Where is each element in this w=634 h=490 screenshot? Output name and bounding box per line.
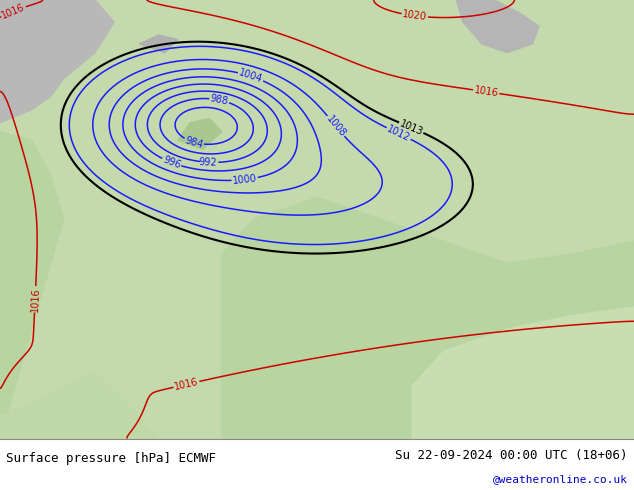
Text: 1000: 1000 (232, 173, 257, 186)
Text: Surface pressure [hPa] ECMWF: Surface pressure [hPa] ECMWF (6, 452, 216, 465)
Text: Su 22-09-2024 00:00 UTC (18+06): Su 22-09-2024 00:00 UTC (18+06) (395, 448, 628, 462)
Text: 1020: 1020 (402, 9, 427, 22)
Text: 1008: 1008 (324, 114, 347, 139)
Text: 1004: 1004 (238, 68, 264, 85)
Text: 1013: 1013 (398, 118, 425, 137)
Text: 996: 996 (161, 155, 182, 171)
Polygon shape (178, 119, 222, 149)
Polygon shape (0, 373, 158, 439)
Polygon shape (222, 197, 634, 439)
Text: 1016: 1016 (474, 85, 499, 98)
Polygon shape (456, 0, 539, 52)
Text: 1016: 1016 (0, 2, 27, 21)
Text: 984: 984 (184, 135, 204, 150)
Polygon shape (0, 132, 63, 439)
Text: 992: 992 (198, 157, 217, 168)
Polygon shape (139, 35, 178, 52)
Polygon shape (412, 307, 634, 439)
Polygon shape (0, 0, 634, 439)
Text: 988: 988 (209, 93, 230, 107)
Text: 1012: 1012 (385, 123, 412, 144)
Polygon shape (0, 0, 114, 123)
Text: 1016: 1016 (174, 377, 200, 392)
Text: 1016: 1016 (30, 287, 41, 312)
Text: @weatheronline.co.uk: @weatheronline.co.uk (493, 474, 628, 484)
